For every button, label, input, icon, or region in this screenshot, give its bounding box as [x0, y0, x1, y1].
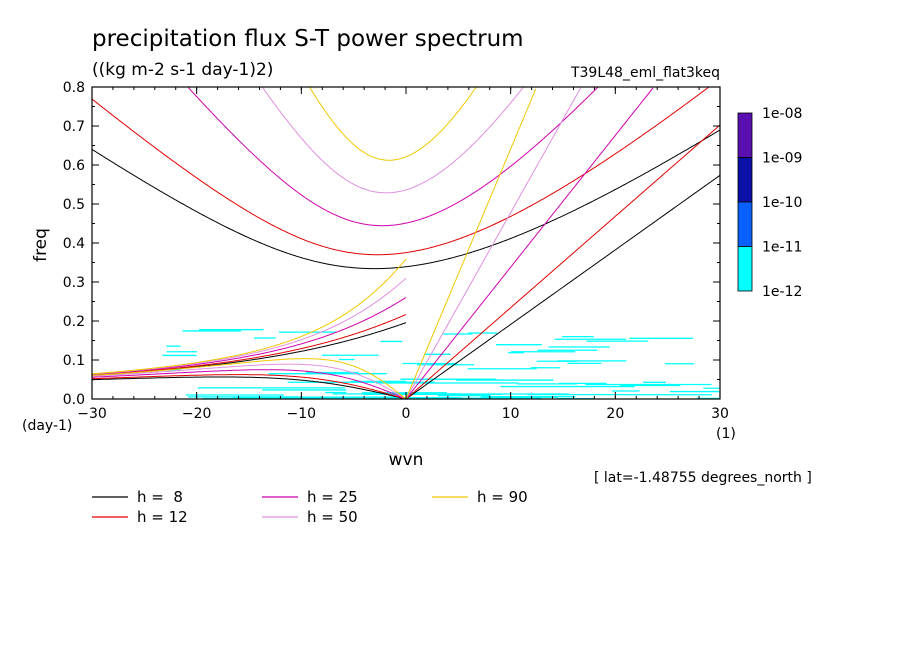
legend-label: h = 25 [307, 488, 358, 506]
x-tick-label: −10 [287, 406, 317, 422]
y-tick-label: 0.5 [63, 197, 85, 213]
inertia-gravity-curve [187, 87, 598, 227]
colorbar-swatch [737, 112, 753, 158]
inertia-gravity-curve [309, 86, 477, 161]
y-tick-label: 0.4 [63, 236, 85, 252]
dataset-label: T39L48_eml_flat3keq [570, 65, 720, 81]
colorbar-swatch [737, 157, 753, 203]
y-axis-label: freq [31, 228, 51, 262]
legend-label: h = 50 [307, 508, 358, 526]
colorbar-swatch [737, 246, 753, 292]
y-tick-label: 0.6 [63, 158, 85, 174]
legend-label: h = 8 [137, 488, 183, 506]
y-tick-label: 0.1 [63, 353, 85, 369]
kelvin-curve [405, 88, 537, 400]
x-tick-label: 30 [711, 406, 729, 422]
kelvin-curve [405, 174, 721, 400]
colorbar-label: 1e-12 [762, 284, 802, 300]
legend-label: h = 90 [477, 488, 528, 506]
rossby-curve [92, 369, 407, 400]
axis-ticks: −30 −20 −10 0 10 20 30 0.0 0.1 0.2 0.3 0.4 0.5 0.6 0.7… [63, 80, 729, 422]
inertia-gravity-curve [91, 129, 721, 270]
spectral-shading [162, 329, 720, 400]
y-tick-label: 0.0 [63, 392, 85, 408]
colorbar-label: 1e-08 [762, 106, 802, 122]
x-axis-label: wvn [389, 450, 424, 470]
x-tick-label: 10 [502, 406, 520, 422]
rossby-curve [91, 358, 407, 400]
rossby-curve [92, 374, 407, 400]
inertia-gravity-curve [262, 87, 524, 194]
latitude-footnote: [ lat=-1.48755 degrees_north ] [594, 470, 812, 486]
colorbar: 1e-08 1e-09 1e-10 1e-11 1e-12 [737, 106, 802, 300]
kelvin-curve [405, 124, 721, 400]
colorbar-label: 1e-10 [762, 195, 802, 211]
kelvin-curve [405, 87, 654, 400]
x-tick-label: 0 [402, 406, 411, 422]
x-tick-label: −30 [77, 406, 107, 422]
mixed-rossby-gravity-curve [91, 258, 407, 375]
colorbar-label: 1e-09 [762, 151, 802, 167]
chart-title: precipitation flux S-T power spectrum [92, 26, 524, 52]
rossby-curve [92, 376, 407, 400]
y-tick-label: 0.2 [63, 314, 85, 330]
x-unit-label: (1) [716, 426, 736, 442]
colorbar-swatch [737, 201, 753, 247]
mixed-rossby-gravity-curve [92, 314, 407, 376]
colorbar-label: 1e-11 [762, 240, 802, 256]
x-tick-label: −20 [182, 406, 212, 422]
kelvin-curve [405, 87, 582, 400]
x-tick-label: 20 [606, 406, 624, 422]
legend: h = 8 h = 12 h = 25 h = 50 h = 90 [92, 488, 528, 526]
inertia-gravity-curve [91, 86, 709, 256]
y-tick-label: 0.7 [63, 119, 85, 135]
plot-area [92, 87, 720, 399]
mixed-rossby-gravity-curve [91, 297, 407, 375]
dispersion-curves [91, 86, 721, 400]
legend-label: h = 12 [137, 508, 188, 526]
rossby-curve [92, 363, 407, 400]
y-unit-label: (day-1) [22, 418, 72, 434]
chart-subtitle: ((kg m-2 s-1 day-1)2) [92, 60, 273, 80]
y-tick-label: 0.3 [63, 275, 85, 291]
y-tick-label: 0.8 [63, 80, 85, 96]
